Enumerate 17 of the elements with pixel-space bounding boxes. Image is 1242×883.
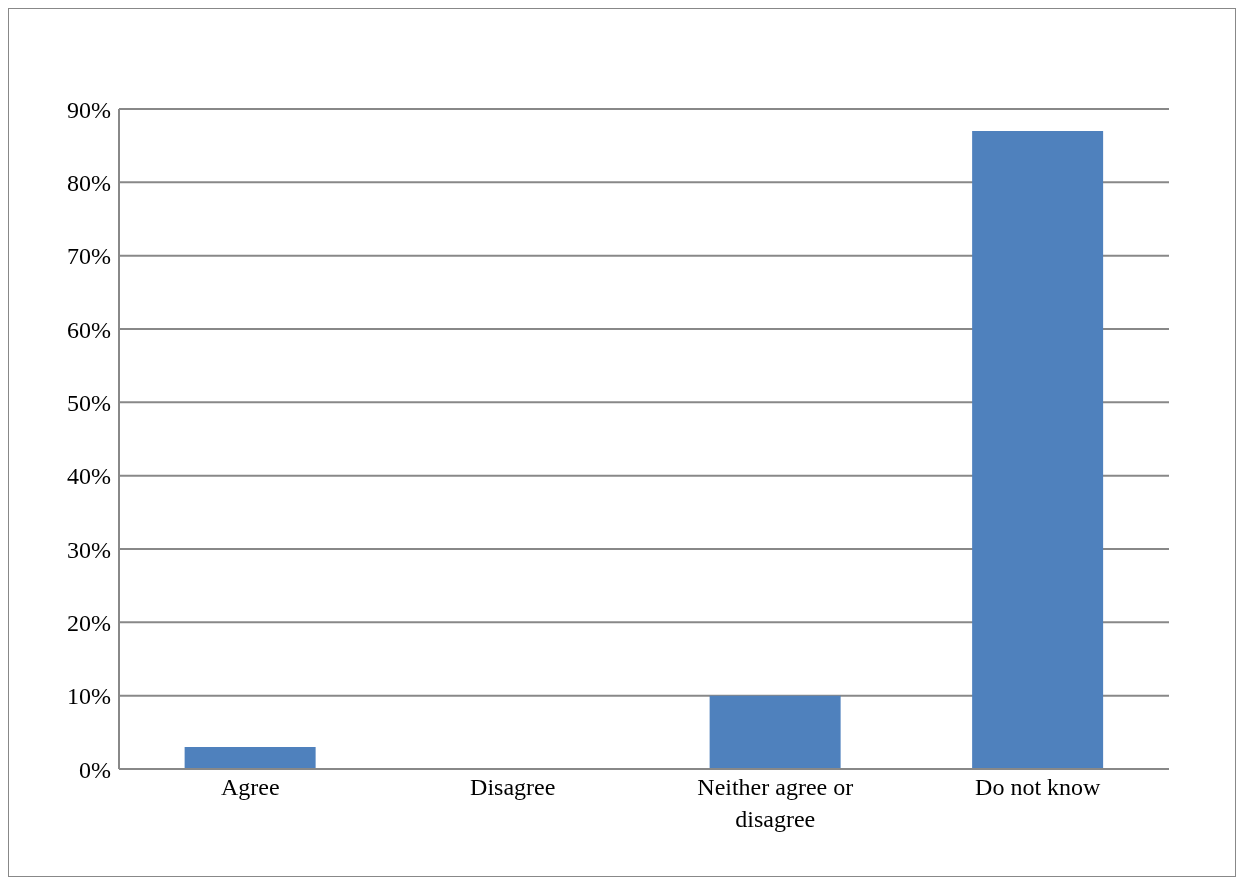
- y-tick-label: 70%: [67, 243, 111, 270]
- y-tick-label: 90%: [67, 96, 111, 123]
- y-tick-label: 50%: [67, 389, 111, 416]
- y-tick-label: 30%: [67, 536, 111, 563]
- x-tick-label: Disagree: [470, 774, 556, 800]
- y-tick-label: 80%: [67, 169, 111, 196]
- bar: [972, 131, 1104, 769]
- bar: [709, 695, 841, 769]
- y-tick-label: 40%: [67, 463, 111, 490]
- y-tick-label: 60%: [67, 316, 111, 343]
- x-tick-label: Neither agree or disagree: [697, 774, 854, 832]
- y-tick-label: 10%: [67, 683, 111, 710]
- y-tick-label: 0%: [79, 756, 111, 783]
- y-tick-label: 20%: [67, 609, 111, 636]
- x-tick-label: Agree: [220, 774, 280, 800]
- x-tick-label: Do not know: [975, 774, 1102, 800]
- bar: [184, 747, 316, 769]
